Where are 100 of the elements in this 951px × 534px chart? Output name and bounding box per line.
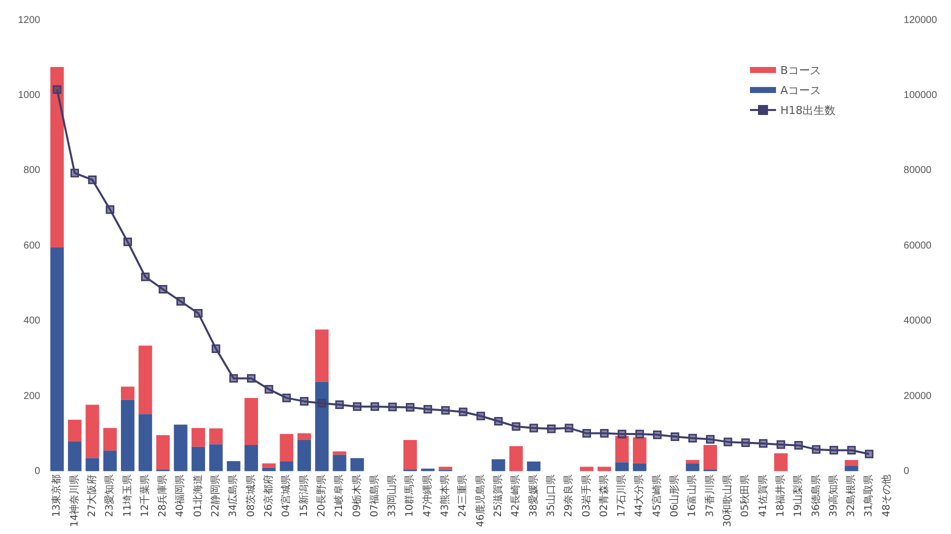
- x-tick-label: 44大分県: [633, 474, 646, 518]
- bar: [120, 400, 134, 472]
- point: [741, 438, 750, 447]
- x-tick-label: 47沖縄県: [421, 474, 434, 518]
- x-tick-label: 41佐賀県: [756, 474, 769, 518]
- x-tick-label: 09栃木県: [350, 474, 363, 518]
- bar: [226, 461, 240, 472]
- x-tick-label: 38愛媛県: [527, 474, 540, 518]
- point: [618, 430, 626, 438]
- point: [212, 344, 220, 353]
- point: [724, 438, 732, 446]
- point: [794, 441, 803, 450]
- x-tick-label: 37香川県: [704, 474, 716, 518]
- legend-label: Bコース: [780, 62, 821, 78]
- bar: [50, 67, 64, 248]
- x-tick-label: 30和歌山県: [722, 474, 734, 528]
- point: [847, 446, 856, 454]
- x-tick-label: 23愛知県: [104, 474, 116, 518]
- point: [547, 424, 556, 434]
- x-tick-label: 17石川県: [616, 474, 628, 518]
- point: [123, 238, 132, 246]
- x-tick-label: 02青森県: [598, 474, 610, 518]
- y2-tick-label: 80000: [904, 165, 932, 176]
- x-tick-label: 36徳島県: [810, 474, 822, 518]
- x-tick-label: 21岐阜県: [333, 474, 346, 518]
- bar: [403, 440, 417, 470]
- point: [864, 450, 874, 458]
- bar: [332, 454, 346, 472]
- bar: [120, 386, 134, 400]
- bar: [86, 404, 100, 458]
- x-tick-label: 28兵庫県: [156, 474, 169, 518]
- point: [812, 445, 820, 454]
- y2-tick-label: 0: [904, 466, 910, 478]
- y-tick-label: 400: [24, 316, 41, 327]
- x-tick-label: 43熊本県: [439, 474, 452, 518]
- x-tick-label: 46鹿児島県: [474, 474, 486, 528]
- point: [653, 430, 662, 440]
- point: [300, 397, 309, 406]
- x-tick-label: 04宮城県: [280, 474, 292, 518]
- bar: [103, 450, 117, 472]
- x-tick-label: 01北海道: [192, 474, 204, 518]
- point: [564, 424, 574, 432]
- x-tick-label: 08茨城県: [244, 474, 257, 518]
- x-tick-label: 16富山県: [686, 474, 698, 518]
- point: [441, 406, 450, 415]
- bar: [615, 436, 629, 462]
- y2-tick-label: 40000: [904, 316, 932, 327]
- bar: [280, 462, 294, 472]
- x-tick-label: 31鳥取県: [862, 474, 875, 518]
- bar: [704, 444, 718, 470]
- point: [600, 429, 609, 438]
- point: [176, 297, 185, 306]
- bar: [192, 446, 206, 472]
- point: [706, 435, 715, 444]
- point: [635, 430, 644, 438]
- point: [494, 416, 503, 426]
- point: [512, 422, 520, 431]
- bar: [50, 248, 64, 472]
- bar: [315, 330, 329, 382]
- x-tick-label: 24三重県: [456, 474, 469, 518]
- bar: [350, 458, 364, 472]
- bar: [492, 459, 506, 472]
- point: [246, 374, 256, 383]
- point: [229, 374, 238, 383]
- x-tick-label: 33岡山県: [386, 474, 398, 518]
- point: [830, 446, 838, 454]
- bar: [844, 466, 858, 472]
- x-tick-label: 42長崎県: [510, 474, 522, 518]
- x-tick-label: 32島根県: [845, 474, 858, 518]
- point: [318, 398, 326, 408]
- legend-label: H18出生数: [780, 102, 836, 118]
- bar: [438, 466, 452, 470]
- x-tick-label: 40福岡県: [174, 474, 186, 518]
- point: [70, 168, 80, 178]
- point: [352, 402, 362, 411]
- point: [424, 404, 432, 414]
- y2-tick-label: 20000: [904, 390, 932, 402]
- y2-tick-label: 100000: [904, 90, 938, 101]
- x-tick-label: 05秋田県: [739, 474, 752, 518]
- y-tick-label: 1000: [18, 90, 41, 101]
- point: [370, 402, 380, 411]
- bar: [632, 463, 646, 472]
- bar: [138, 346, 152, 414]
- x-tick-label: 03岩手県: [580, 474, 592, 518]
- bar: [615, 462, 629, 472]
- y-tick-label: 600: [24, 240, 41, 252]
- bar: [280, 434, 294, 462]
- x-tick-label: 22静岡県: [210, 474, 222, 518]
- x-tick-label: 12千葉県: [138, 474, 151, 518]
- x-tick-label: 06山形県: [668, 474, 681, 518]
- bar: [192, 428, 206, 447]
- x-tick-label: 10群馬県: [404, 474, 416, 518]
- x-tick-label: 35山口県: [544, 474, 557, 518]
- bar: [209, 428, 223, 444]
- x-tick-label: 18福井県: [774, 474, 786, 518]
- point: [582, 429, 591, 438]
- bar: [774, 453, 788, 472]
- x-tick-label: 11埼玉県: [121, 474, 134, 518]
- bar: [156, 435, 170, 470]
- x-tick-label: 39高知県: [827, 474, 840, 518]
